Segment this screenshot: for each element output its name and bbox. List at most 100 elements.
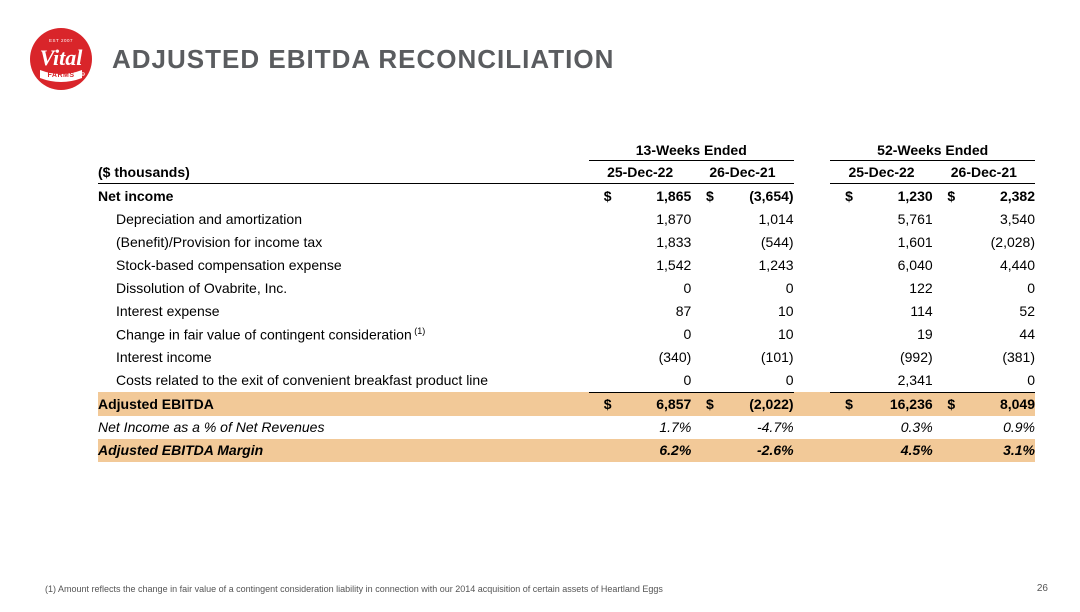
row-label: Depreciation and amortization [98,207,589,230]
row-label: Costs related to the exit of convenient … [98,369,589,393]
cell-value: 0 [714,369,794,393]
column-gap [794,439,831,462]
currency-symbol [589,439,612,462]
slide-header: EST 2007 Vital FARMS R ADJUSTED EBITDA R… [0,0,1080,90]
currency-symbol [830,322,853,346]
reconciliation-table: 13-Weeks Ended 52-Weeks Ended ($ thousan… [98,140,1035,462]
currency-symbol [830,207,853,230]
currency-symbol [830,369,853,393]
cell-value: 87 [612,299,692,322]
currency-symbol [830,346,853,369]
row-label: Adjusted EBITDA [98,392,589,416]
cell-value: 1,230 [853,184,933,208]
cell-value: (2,022) [714,392,794,416]
cell-value: 2,341 [853,369,933,393]
column-gap [794,184,831,208]
currency-symbol [933,299,956,322]
cell-value: 8,049 [955,392,1035,416]
table-row: Adjusted EBITDA$6,857$(2,022)$16,236$8,0… [98,392,1035,416]
cell-value: (340) [612,346,692,369]
currency-symbol [830,416,853,439]
column-gap [794,207,831,230]
table-row: Costs related to the exit of convenient … [98,369,1035,393]
currency-symbol [589,299,612,322]
table-row: Net income$1,865$(3,654)$1,230$2,382 [98,184,1035,208]
currency-symbol [933,322,956,346]
cell-value: 4,440 [955,253,1035,276]
period-52weeks: 52-Weeks Ended [830,140,1035,161]
currency-symbol: $ [830,184,853,208]
currency-symbol [830,253,853,276]
reconciliation-table-container: 13-Weeks Ended 52-Weeks Ended ($ thousan… [0,90,1080,462]
table-row: Net Income as a % of Net Revenues1.7%-4.… [98,416,1035,439]
currency-symbol [589,346,612,369]
currency-symbol: $ [830,392,853,416]
table-row: (Benefit)/Provision for income tax1,833(… [98,230,1035,253]
currency-symbol [691,416,714,439]
cell-value: (992) [853,346,933,369]
cell-value: 1,865 [612,184,692,208]
cell-value: 1,542 [612,253,692,276]
cell-value: (101) [714,346,794,369]
col-header-1: 25-Dec-22 [589,161,691,184]
row-label: Interest expense [98,299,589,322]
table-row: Interest income(340)(101)(992)(381) [98,346,1035,369]
row-label: Net income [98,184,589,208]
cell-value: 0 [714,276,794,299]
currency-symbol [830,439,853,462]
cell-value: 0 [612,322,692,346]
currency-symbol [933,253,956,276]
table-row: Interest expense871011452 [98,299,1035,322]
column-gap [794,416,831,439]
logo-est-text: EST 2007 [49,38,73,43]
cell-value: 0 [612,369,692,393]
currency-symbol [830,299,853,322]
currency-symbol [589,416,612,439]
cell-value: 1,870 [612,207,692,230]
footnote: (1) Amount reflects the change in fair v… [45,584,663,594]
currency-symbol: $ [691,392,714,416]
cell-value: 10 [714,322,794,346]
column-gap [794,369,831,393]
col-header-3: 25-Dec-22 [830,161,932,184]
svg-text:R: R [82,74,84,77]
currency-symbol [933,230,956,253]
cell-value: 3,540 [955,207,1035,230]
cell-value: 19 [853,322,933,346]
slide-title: ADJUSTED EBITDA RECONCILIATION [112,44,614,75]
row-label: Dissolution of Ovabrite, Inc. [98,276,589,299]
cell-value: 4.5% [853,439,933,462]
currency-symbol [691,369,714,393]
row-label: Net Income as a % of Net Revenues [98,416,589,439]
currency-symbol [691,346,714,369]
cell-value: 16,236 [853,392,933,416]
table-row: Depreciation and amortization1,8701,0145… [98,207,1035,230]
cell-value: 3.1% [955,439,1035,462]
currency-symbol [691,253,714,276]
currency-symbol [830,230,853,253]
currency-symbol [589,276,612,299]
logo-farms-text: FARMS [48,72,75,79]
column-gap [794,276,831,299]
cell-value: 1,243 [714,253,794,276]
row-label: (Benefit)/Provision for income tax [98,230,589,253]
table-row: Dissolution of Ovabrite, Inc.001220 [98,276,1035,299]
row-label: Change in fair value of contingent consi… [98,322,589,346]
page-number: 26 [1037,583,1048,594]
cell-value: 5,761 [853,207,933,230]
currency-symbol [589,230,612,253]
cell-value: 6.2% [612,439,692,462]
currency-symbol [933,276,956,299]
currency-symbol [691,207,714,230]
row-label: Adjusted EBITDA Margin [98,439,589,462]
currency-symbol: $ [933,184,956,208]
currency-symbol [691,230,714,253]
currency-symbol [933,207,956,230]
cell-value: 1,601 [853,230,933,253]
currency-symbol [589,207,612,230]
column-gap [794,230,831,253]
currency-symbol [691,322,714,346]
logo-main-text: Vital [40,45,84,70]
cell-value: 44 [955,322,1035,346]
cell-value: 0 [955,369,1035,393]
